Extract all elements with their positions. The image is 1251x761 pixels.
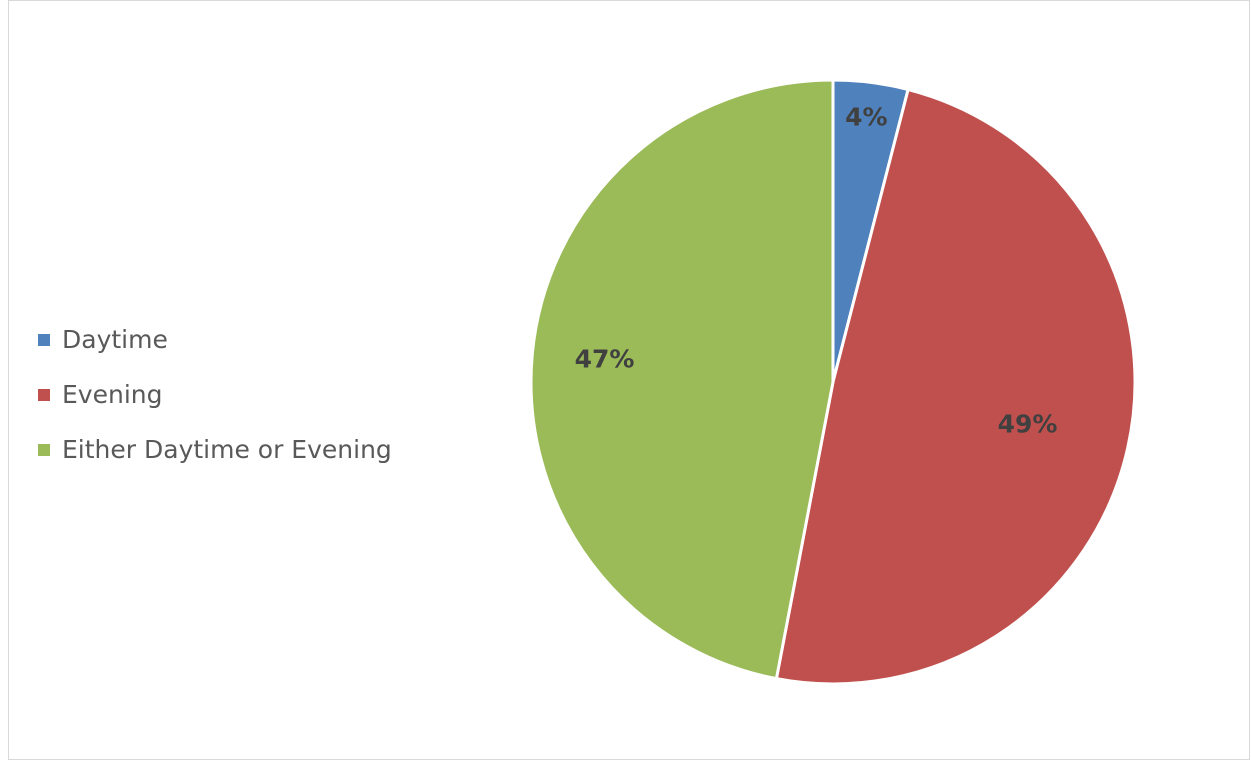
legend: Daytime Evening Either Daytime or Evenin… [38, 312, 392, 477]
legend-label-either: Either Daytime or Evening [62, 435, 392, 464]
legend-swatch-either [38, 443, 50, 456]
legend-label-daytime: Daytime [62, 325, 168, 354]
pie-slice-evening [774, 87, 1137, 686]
data-label-either-daytime-or-evening: 47% [575, 344, 635, 373]
legend-swatch-daytime [38, 333, 50, 346]
data-label-evening: 49% [998, 409, 1058, 438]
legend-label-evening: Evening [62, 380, 163, 409]
legend-item-evening: Evening [38, 367, 392, 422]
legend-item-daytime: Daytime [38, 312, 392, 367]
data-label-daytime: 4% [845, 102, 887, 131]
legend-item-either: Either Daytime or Evening [38, 422, 392, 477]
pie-slice-either-daytime-or-evening [529, 78, 835, 681]
legend-swatch-evening [38, 388, 50, 401]
